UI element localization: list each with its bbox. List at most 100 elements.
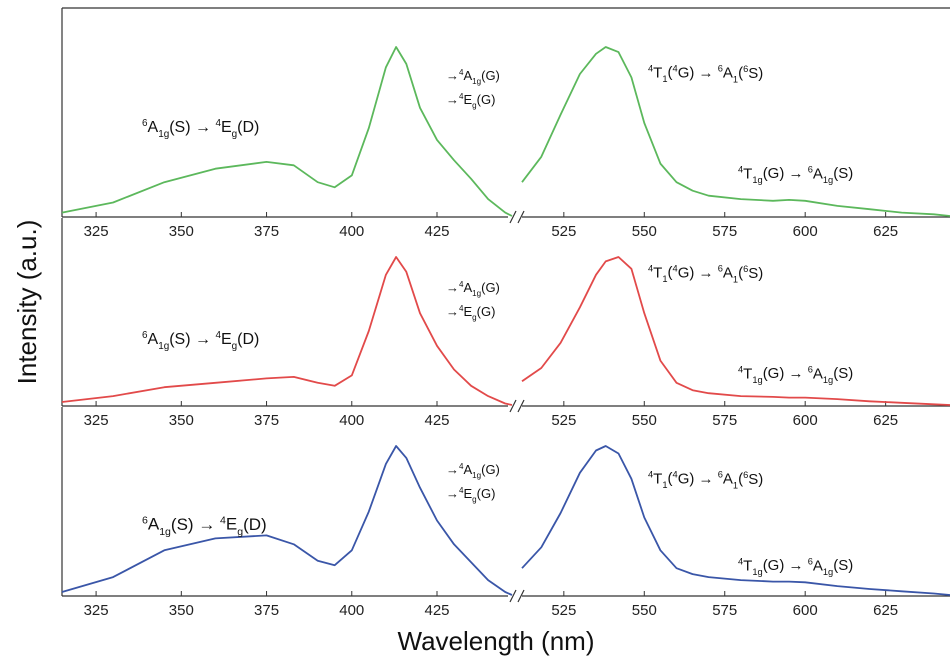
panel-1-annotation-4Eg-D-part: 1g xyxy=(158,129,169,140)
panel-1-annotation-4Eg-G-part: → xyxy=(446,92,459,107)
panel-2-annotation-4T1g-6A1g-part: 1g xyxy=(752,375,762,385)
panel-1-annotation-4T1-6A1-part: 1 xyxy=(662,74,667,84)
panel-3-annotation-4Eg-D-part: (S) xyxy=(171,515,198,534)
panel-1-annotation-4T1g-6A1g-part: 1g xyxy=(823,175,833,185)
panel-1-tick-label-575: 575 xyxy=(712,223,737,240)
panel-2-annotation-4T1-6A1-part: ( xyxy=(668,264,673,281)
panel-2-annotation-4Eg-D-part: → xyxy=(195,331,215,348)
panel-2-spectrum-series-1 xyxy=(61,256,513,406)
panel-2-annotation-4T1-6A1-part: 6 xyxy=(718,264,723,274)
panel-3-annotation-4T1-6A1-part: ( xyxy=(738,471,743,488)
panel-3-tick-label-550: 550 xyxy=(632,602,657,619)
panel-1-annotation-4Eg-D: 6A1g(S) → 4Eg(D) xyxy=(142,118,259,140)
panel-2-annotation-4T1-6A1-part: 4 xyxy=(673,263,678,273)
panel-3-annotation-4T1-6A1-part: G) xyxy=(678,470,699,487)
panel-2-annotation-4T1-6A1-part: → xyxy=(699,264,718,281)
panel-2-annotation-4T1-6A1: 4T1(4G) → 6A1(6S) xyxy=(648,263,763,284)
panel-1-annotation-4T1-6A1-part: 6 xyxy=(743,64,748,74)
panel-1-annotation-4T1g-6A1g-part: (S) xyxy=(833,165,853,182)
panel-1-spectrum-series-1 xyxy=(61,46,513,217)
panel-3-annotation-4A1g-G-part: 4 xyxy=(459,462,464,471)
panel-3-annotation-4T1-6A1-part: 4 xyxy=(648,469,653,479)
panel-3-tick-label-425: 425 xyxy=(424,602,449,619)
panel-1-annotation-4Eg-D-part: 6 xyxy=(142,118,148,129)
panel-1-annotation-4T1g-6A1g-part: 4 xyxy=(738,164,743,174)
panel-2-annotation-4Eg-D-part: (S) xyxy=(169,331,195,348)
panel-1-annotation-4T1-6A1-part: T xyxy=(653,64,662,81)
panel-2-annotation-4T1-6A1-part: G) xyxy=(678,264,699,281)
panel-2-annotation-4T1-6A1-part: A xyxy=(723,265,733,282)
panel-1-annotation-4A1g-G-part: 4 xyxy=(459,68,464,77)
panel-1-annotation-4A1g-G-part: (G) xyxy=(481,68,500,83)
panel-3-annotation-4T1-6A1-part: A xyxy=(723,471,733,488)
panel-3-annotation-4T1g-6A1g-part: (G) xyxy=(763,557,789,574)
panel-2-annotation-4T1-6A1-part: 1 xyxy=(733,275,738,285)
panel-3-annotation-4T1g-6A1g-part: (S) xyxy=(833,557,853,574)
panel-2-annotation-4A1g-G-part: A xyxy=(463,280,472,295)
panel-2-annotation-4Eg-D-part: g xyxy=(232,341,238,352)
panel-1-annotation-4A1g-G-part: A xyxy=(463,68,472,83)
panel-1-annotation-4T1-6A1-part: 6 xyxy=(718,64,723,74)
panel-2-annotation-4A1g-G-part: 1g xyxy=(472,289,481,298)
panel-1-annotation-4T1-6A1: 4T1(4G) → 6A1(6S) xyxy=(648,63,763,84)
panel-1-annotation-4T1g-6A1g-part: A xyxy=(813,165,823,182)
panel-1-tick-label-625: 625 xyxy=(873,223,898,240)
panel-1-annotation-4Eg-G-part: (G) xyxy=(477,92,496,107)
panel-2-annotation-4T1g-6A1g-part: T xyxy=(743,365,752,382)
panel-3-tick-label-350: 350 xyxy=(169,602,194,619)
panel-1-tick-label-525: 525 xyxy=(551,223,576,240)
panel-2-annotation-4T1g-6A1g-part: 6 xyxy=(808,364,813,374)
panel-1-annotation-4T1-6A1-part: → xyxy=(699,64,718,81)
panel-1-annotation-4Eg-G-part: 4 xyxy=(459,92,464,101)
panel-3-annotation-4A1g-G-part: A xyxy=(463,462,472,477)
panel-2-annotation-4A1g-G-part: 4 xyxy=(459,280,464,289)
panel-2-annotation-4A1g-G: →4A1g(G) xyxy=(446,280,500,298)
panel-3-annotation-4T1-6A1-part: 1 xyxy=(733,481,738,491)
panel-2-annotation-4T1-6A1-part: T xyxy=(653,264,662,281)
panel-1-tick-label-400: 400 xyxy=(339,223,364,240)
panel-2-tick-label-325: 325 xyxy=(84,412,109,429)
panel-2-annotation-4T1-6A1-part: 4 xyxy=(648,263,653,273)
panel-1-break-mark-1 xyxy=(509,210,517,224)
panel-3-annotation-4Eg-D: 6A1g(S) → 4Eg(D) xyxy=(142,515,267,538)
panel-2-annotation-4A1g-G-part: → xyxy=(446,280,459,295)
panel-1-annotation-4T1g-6A1g-part: T xyxy=(743,165,752,182)
panel-1-annotation-4T1-6A1-part: 4 xyxy=(648,63,653,73)
panel-2-annotation-4T1g-6A1g-part: (G) xyxy=(763,365,789,382)
panel-1-annotation-4Eg-G-part: E xyxy=(463,92,472,107)
panel-2-tick-label-600: 600 xyxy=(793,412,818,429)
panel-2-annotation-4Eg-G-part: E xyxy=(463,304,472,319)
panel-3-annotation-4Eg-D-part: 6 xyxy=(142,515,148,527)
panel-2-annotation-4Eg-G-part: (G) xyxy=(477,304,496,319)
panel-1-break-mark-2 xyxy=(517,210,525,224)
panel-3-annotation-4Eg-G-part: → xyxy=(446,486,459,501)
panel-2-break-mark-2 xyxy=(517,399,525,413)
panel-3-annotation-4T1-6A1-part: T xyxy=(653,470,662,487)
panel-3-annotation-4Eg-D-part: 4 xyxy=(220,515,226,527)
panel-2-tick-label-400: 400 xyxy=(339,412,364,429)
panel-1-annotation-4T1-6A1-part: G) xyxy=(678,64,699,81)
panel-3-annotation-4A1g-G: →4A1g(G) xyxy=(446,462,500,480)
panel-2-tick-label-525: 525 xyxy=(551,412,576,429)
panel-2-tick-label-350: 350 xyxy=(169,412,194,429)
panel-2-annotation-4T1g-6A1g-part: 4 xyxy=(738,364,743,374)
panel-2-annotation-4T1g-6A1g-part: → xyxy=(789,365,808,382)
panel-3-annotation-4Eg-D-part: (D) xyxy=(243,515,267,534)
panel-3-tick-label-575: 575 xyxy=(712,602,737,619)
panel-2-annotation-4Eg-D-part: 1g xyxy=(158,341,169,352)
panel-2-annotation-4A1g-G-part: (G) xyxy=(481,280,500,295)
panel-3-tick-label-625: 625 xyxy=(873,602,898,619)
panel-1-tick-label-325: 325 xyxy=(84,223,109,240)
panel-3-tick-label-400: 400 xyxy=(339,602,364,619)
panel-1-tick-label-600: 600 xyxy=(793,223,818,240)
panel-1-annotation-4T1g-6A1g-part: 6 xyxy=(808,164,813,174)
panel-2-tick-label-625: 625 xyxy=(873,412,898,429)
panel-2-annotation-4T1g-6A1g: 4T1g(G) → 6A1g(S) xyxy=(738,364,853,385)
panel-2-annotation-4Eg-G-part: g xyxy=(472,313,476,322)
panel-1-tick-label-425: 425 xyxy=(424,223,449,240)
panel-3-annotation-4T1g-6A1g: 4T1g(G) → 6A1g(S) xyxy=(738,556,853,577)
panel-2-tick-label-550: 550 xyxy=(632,412,657,429)
panel-3-annotation-4Eg-D-part: 1g xyxy=(159,526,171,538)
panel-3-annotation-4T1-6A1-part: → xyxy=(699,470,718,487)
